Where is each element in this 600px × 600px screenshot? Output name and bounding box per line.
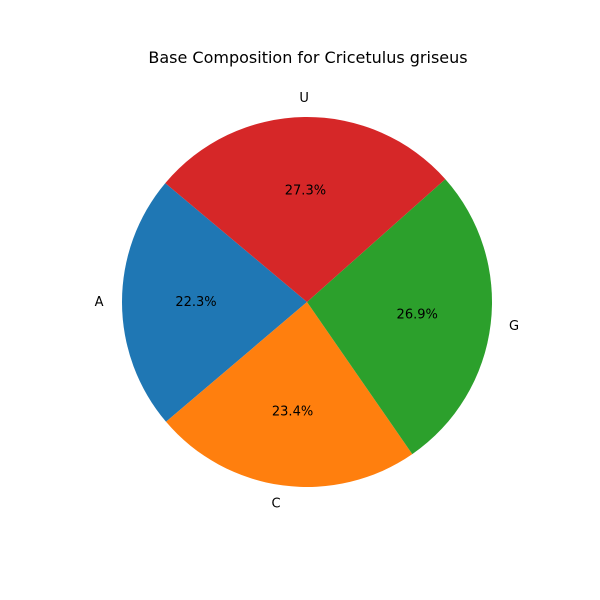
slice-percent-c: 23.4% [272,405,313,420]
slice-label-u: U [299,91,309,106]
slice-label-g: G [509,319,519,334]
pie-slice-u [165,116,446,302]
chart-title: Base Composition for Cricetulus griseus [148,48,467,67]
slice-label-a: A [95,295,104,310]
pie-labels: A 22.3% C 23.4% G 26.9% U 27.3% [95,91,520,511]
pie-slice-c [166,302,413,487]
slice-percent-a: 22.3% [175,295,216,310]
pie-slice-a [121,183,307,422]
pie-slice-g [307,179,493,455]
slice-percent-g: 26.9% [397,308,438,323]
slice-percent-u: 27.3% [285,184,326,199]
pie-slices [121,116,493,487]
slice-label-c: C [271,496,280,511]
